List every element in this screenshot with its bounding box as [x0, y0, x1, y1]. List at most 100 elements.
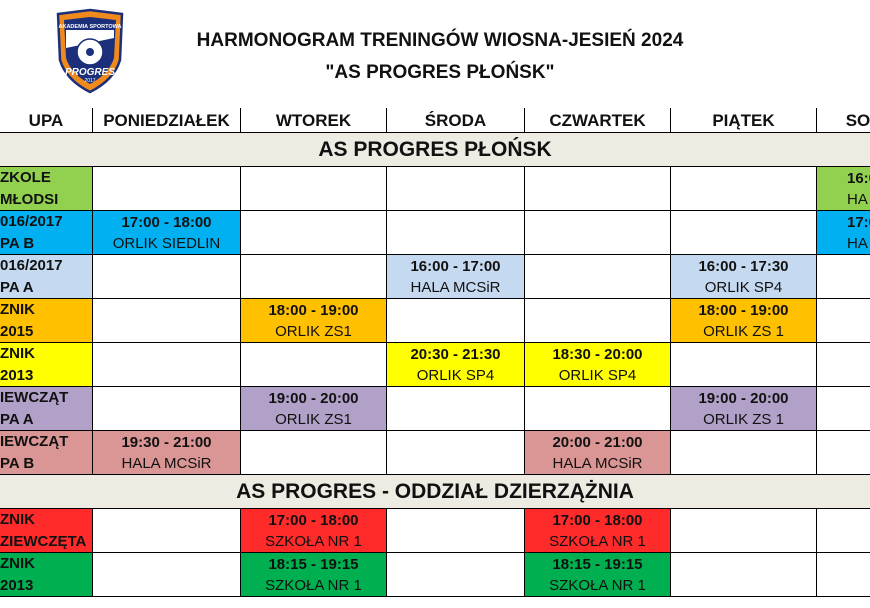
- schedule-cell: 19:30 - 21:00 HALA MCSiR: [93, 431, 241, 475]
- schedule-cell: [817, 343, 870, 387]
- training-venue: ORLIK SP4: [416, 367, 495, 384]
- schedule-cell: [241, 343, 387, 387]
- training-time: 20:30 - 21:30: [410, 346, 501, 363]
- training-venue: HALA MCSiR: [552, 455, 643, 472]
- schedule-cell: [671, 211, 817, 255]
- training-venue: SZKOŁA NR 1: [549, 577, 646, 594]
- svg-text:2017: 2017: [84, 78, 95, 84]
- schedule-cell: [387, 431, 525, 475]
- schedule-cell: 18:00 - 19:00 ORLIK ZS1: [241, 299, 387, 343]
- schedule-cell: 20:00 - 21:00 HALA MCSiR: [525, 431, 671, 475]
- column-header: PONIEDZIAŁEK: [93, 108, 241, 133]
- schedule-cell: [525, 167, 671, 211]
- group-cell: 016/2017 PA B: [0, 211, 93, 255]
- schedule-cell: [817, 255, 870, 299]
- training-venue: HALA MCSiR: [121, 455, 212, 472]
- column-header: UPA: [0, 108, 93, 133]
- training-venue: SZKOŁA NR 1: [549, 533, 646, 550]
- group-subname: PA B: [0, 455, 35, 472]
- schedule-cell: [93, 255, 241, 299]
- group-subname: 2013: [0, 577, 34, 594]
- group-subname: PA B: [0, 235, 35, 252]
- group-subname: 2015: [0, 323, 34, 340]
- schedule-cell: [93, 387, 241, 431]
- training-venue: HALA MCSiR: [410, 279, 501, 296]
- group-cell: ZNIK 2015: [0, 299, 93, 343]
- training-time: 16:00 - 17:30: [698, 258, 789, 275]
- training-venue: ORLIK SIEDLIN: [112, 235, 221, 252]
- schedule-cell: [241, 211, 387, 255]
- training-time: 16:0: [847, 170, 870, 187]
- schedule-cell: [817, 431, 870, 475]
- column-header: CZWARTEK: [525, 108, 671, 133]
- schedule-cell: [241, 255, 387, 299]
- group-subname: PA A: [0, 279, 34, 296]
- schedule-cell: 18:00 - 19:00 ORLIK ZS 1: [671, 299, 817, 343]
- group-name: ZNIK: [0, 301, 35, 318]
- schedule-cell: [387, 553, 525, 597]
- training-venue: ORLIK SP4: [558, 367, 637, 384]
- group-cell: ZNIK ZIEWCZĘTA: [0, 509, 93, 553]
- schedule-cell: [671, 167, 817, 211]
- column-header: SO: [817, 108, 870, 133]
- schedule-cell: [241, 167, 387, 211]
- schedule-cell: 16:0 HA: [817, 167, 870, 211]
- schedule-cell: [817, 387, 870, 431]
- training-time: 18:00 - 19:00: [698, 302, 789, 319]
- training-time: 17:00 - 18:00: [268, 512, 359, 529]
- training-venue: SZKOŁA NR 1: [265, 577, 362, 594]
- training-venue: ORLIK ZS1: [275, 323, 352, 340]
- schedule-cell: 17:00 - 18:00 SZKOŁA NR 1: [525, 509, 671, 553]
- schedule-cell: [671, 553, 817, 597]
- schedule-cell: 18:15 - 19:15 SZKOŁA NR 1: [241, 553, 387, 597]
- schedule-cell: 18:15 - 19:15 SZKOŁA NR 1: [525, 553, 671, 597]
- training-time: 18:00 - 19:00: [268, 302, 359, 319]
- group-cell: ZNIK 2013: [0, 343, 93, 387]
- schedule-cell: [93, 343, 241, 387]
- schedule-cell: 19:00 - 20:00 ORLIK ZS1: [241, 387, 387, 431]
- group-name: ZNIK: [0, 555, 35, 572]
- group-name: IEWCZĄT: [0, 433, 69, 450]
- group-name: ZKOLE: [0, 169, 51, 186]
- schedule-cell: [671, 343, 817, 387]
- schedule-cell: [525, 299, 671, 343]
- group-cell: IEWCZĄT PA B: [0, 431, 93, 475]
- schedule-cell: 18:30 - 20:00 ORLIK SP4: [525, 343, 671, 387]
- schedule-cell: [525, 255, 671, 299]
- schedule-cell: [93, 167, 241, 211]
- training-venue: ORLIK SP4: [704, 279, 783, 296]
- training-time: 19:00 - 20:00: [698, 390, 789, 407]
- svg-text:PROGRES: PROGRES: [65, 67, 115, 78]
- schedule-cell: 16:00 - 17:00 HALA MCSiR: [387, 255, 525, 299]
- group-cell: ZNIK 2013: [0, 553, 93, 597]
- schedule-cell: [525, 387, 671, 431]
- training-time: 20:00 - 21:00: [552, 434, 643, 451]
- training-venue: ORLIK ZS 1: [703, 411, 784, 428]
- training-venue: HA: [847, 191, 868, 208]
- group-name: ZNIK: [0, 345, 35, 362]
- training-time: 18:30 - 20:00: [552, 346, 643, 363]
- column-header: PIĄTEK: [671, 108, 817, 133]
- group-cell: IEWCZĄT PA A: [0, 387, 93, 431]
- schedule-cell: [817, 299, 870, 343]
- schedule-cell: 16:00 - 17:30 ORLIK SP4: [671, 255, 817, 299]
- training-venue: SZKOŁA NR 1: [265, 533, 362, 550]
- group-name: IEWCZĄT: [0, 389, 69, 406]
- schedule-cell: [387, 509, 525, 553]
- schedule-cell: 17:00 - 18:00 ORLIK SIEDLIN: [93, 211, 241, 255]
- schedule-cell: [671, 431, 817, 475]
- group-name: 016/2017: [0, 213, 63, 230]
- schedule-cell: [93, 299, 241, 343]
- training-venue: ORLIK ZS 1: [703, 323, 784, 340]
- training-venue: ORLIK ZS1: [275, 411, 352, 428]
- schedule-cell: [387, 211, 525, 255]
- schedule-cell: [93, 509, 241, 553]
- training-time: 17:0: [847, 214, 870, 231]
- schedule-cell: [93, 553, 241, 597]
- schedule-cell: [241, 431, 387, 475]
- schedule-cell: 19:00 - 20:00 ORLIK ZS 1: [671, 387, 817, 431]
- training-time: 16:00 - 17:00: [410, 258, 501, 275]
- schedule-cell: 17:0 HA: [817, 211, 870, 255]
- academy-logo: AKADEMIA SPORTOWA PROGRES 2017: [56, 8, 124, 94]
- schedule-cell: [387, 299, 525, 343]
